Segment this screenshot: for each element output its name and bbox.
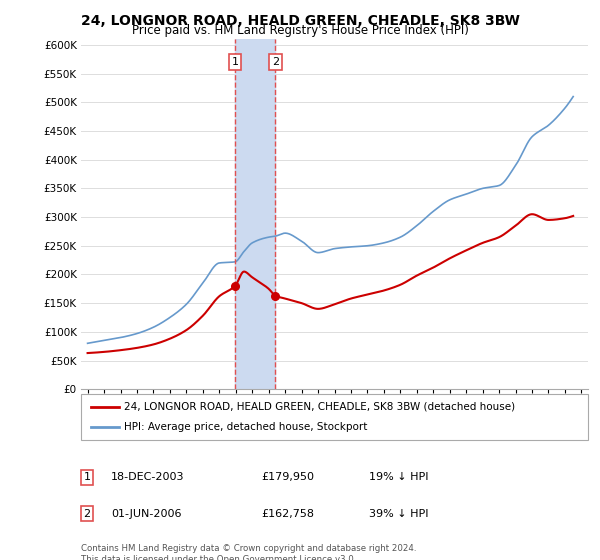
- Text: 18-DEC-2003: 18-DEC-2003: [111, 472, 185, 482]
- Text: HPI: Average price, detached house, Stockport: HPI: Average price, detached house, Stoc…: [124, 422, 367, 432]
- Text: 2: 2: [83, 508, 91, 519]
- Text: 01-JUN-2006: 01-JUN-2006: [111, 508, 182, 519]
- Text: Price paid vs. HM Land Registry's House Price Index (HPI): Price paid vs. HM Land Registry's House …: [131, 24, 469, 37]
- Text: 24, LONGNOR ROAD, HEALD GREEN, CHEADLE, SK8 3BW (detached house): 24, LONGNOR ROAD, HEALD GREEN, CHEADLE, …: [124, 402, 515, 412]
- Text: Contains HM Land Registry data © Crown copyright and database right 2024.
This d: Contains HM Land Registry data © Crown c…: [81, 544, 416, 560]
- Text: 1: 1: [232, 57, 239, 67]
- Text: 39% ↓ HPI: 39% ↓ HPI: [369, 508, 428, 519]
- Text: 24, LONGNOR ROAD, HEALD GREEN, CHEADLE, SK8 3BW: 24, LONGNOR ROAD, HEALD GREEN, CHEADLE, …: [80, 14, 520, 28]
- Bar: [235, 39, 275, 389]
- Text: £179,950: £179,950: [261, 472, 314, 482]
- Text: 1: 1: [83, 472, 91, 482]
- Text: £162,758: £162,758: [261, 508, 314, 519]
- FancyBboxPatch shape: [81, 394, 588, 440]
- Text: 19% ↓ HPI: 19% ↓ HPI: [369, 472, 428, 482]
- Text: 2: 2: [272, 57, 279, 67]
